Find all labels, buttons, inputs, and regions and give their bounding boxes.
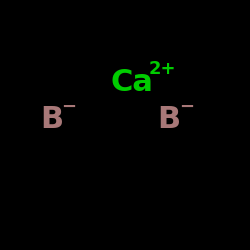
Text: B: B [158, 106, 180, 134]
Text: B: B [40, 106, 63, 134]
Text: Ca: Ca [110, 68, 153, 97]
Text: −: − [61, 98, 76, 116]
Text: −: − [179, 98, 194, 116]
Text: 2+: 2+ [149, 60, 176, 78]
